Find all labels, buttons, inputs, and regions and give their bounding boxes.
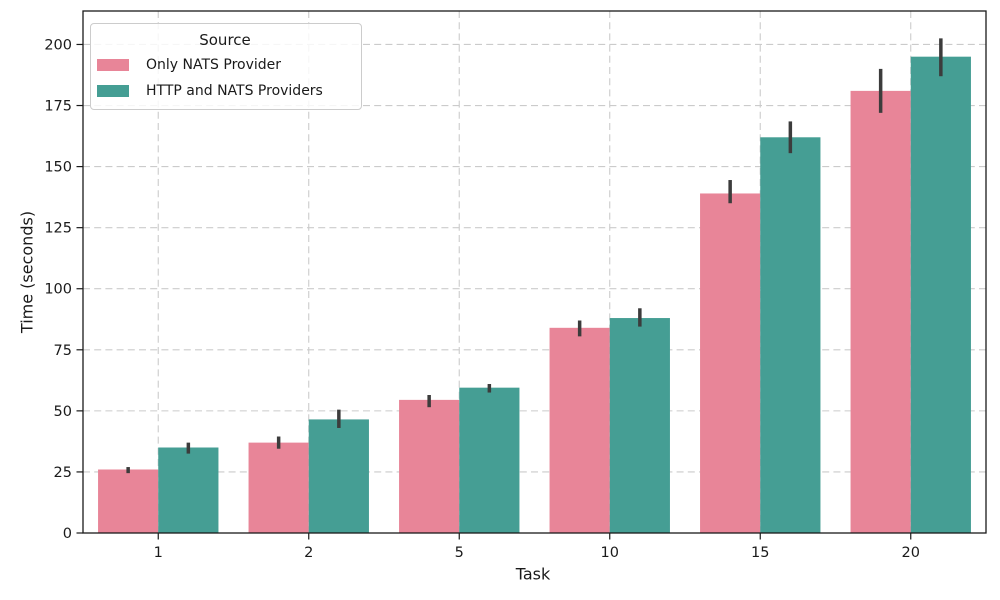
- y-tick-label-200: 200: [44, 37, 72, 53]
- x-tick-label-10: 10: [601, 545, 619, 561]
- bar-http-and-nats-providers-task-10: [609, 318, 670, 533]
- bar-only-nats-provider-task-20: [850, 90, 911, 534]
- bar-only-nats-provider-task-2: [248, 442, 309, 533]
- bar-only-nats-provider-task-1: [98, 469, 159, 533]
- y-tick-label-50: 50: [54, 404, 72, 420]
- axes-spines: [82, 10, 987, 534]
- y-tick-label-75: 75: [54, 343, 72, 359]
- legend-swatch-http-nats-icon: [97, 85, 129, 97]
- y-tick-label-150: 150: [44, 160, 72, 176]
- bar-http-and-nats-providers-task-1: [158, 447, 219, 533]
- legend-swatch-only-nats-icon: [97, 59, 129, 71]
- y-tick-label-175: 175: [44, 99, 72, 115]
- bar-http-and-nats-providers-task-5: [459, 387, 520, 533]
- bar-only-nats-provider-task-15: [700, 193, 761, 533]
- y-tick-label-125: 125: [44, 221, 72, 237]
- bar-http-and-nats-providers-task-20: [910, 56, 971, 534]
- x-tick-label-1: 1: [154, 545, 163, 561]
- legend-label-http-nats: HTTP and NATS Providers: [146, 83, 323, 99]
- legend-label-only-nats: Only NATS Provider: [146, 57, 282, 73]
- legend: Source Only NATS Provider HTTP and NATS …: [90, 23, 362, 110]
- y-tick-label-0: 0: [63, 526, 72, 542]
- bar-http-and-nats-providers-task-15: [760, 137, 821, 533]
- bar-only-nats-provider-task-10: [549, 327, 610, 533]
- bar-http-and-nats-providers-task-2: [308, 419, 369, 533]
- legend-title: Source: [199, 31, 251, 49]
- x-axis-label: Task: [515, 564, 551, 584]
- bar-only-nats-provider-task-5: [399, 399, 460, 533]
- y-axis-label: Time (seconds): [17, 210, 37, 334]
- legend-item-only-nats: Only NATS Provider: [97, 52, 353, 78]
- x-tick-label-15: 15: [751, 545, 769, 561]
- x-tick-label-5: 5: [455, 545, 464, 561]
- y-tick-label-25: 25: [54, 465, 72, 481]
- x-tick-label-2: 2: [304, 545, 313, 561]
- x-tick-label-20: 20: [902, 545, 920, 561]
- y-tick-label-100: 100: [44, 282, 72, 298]
- legend-item-http-nats: HTTP and NATS Providers: [97, 78, 353, 104]
